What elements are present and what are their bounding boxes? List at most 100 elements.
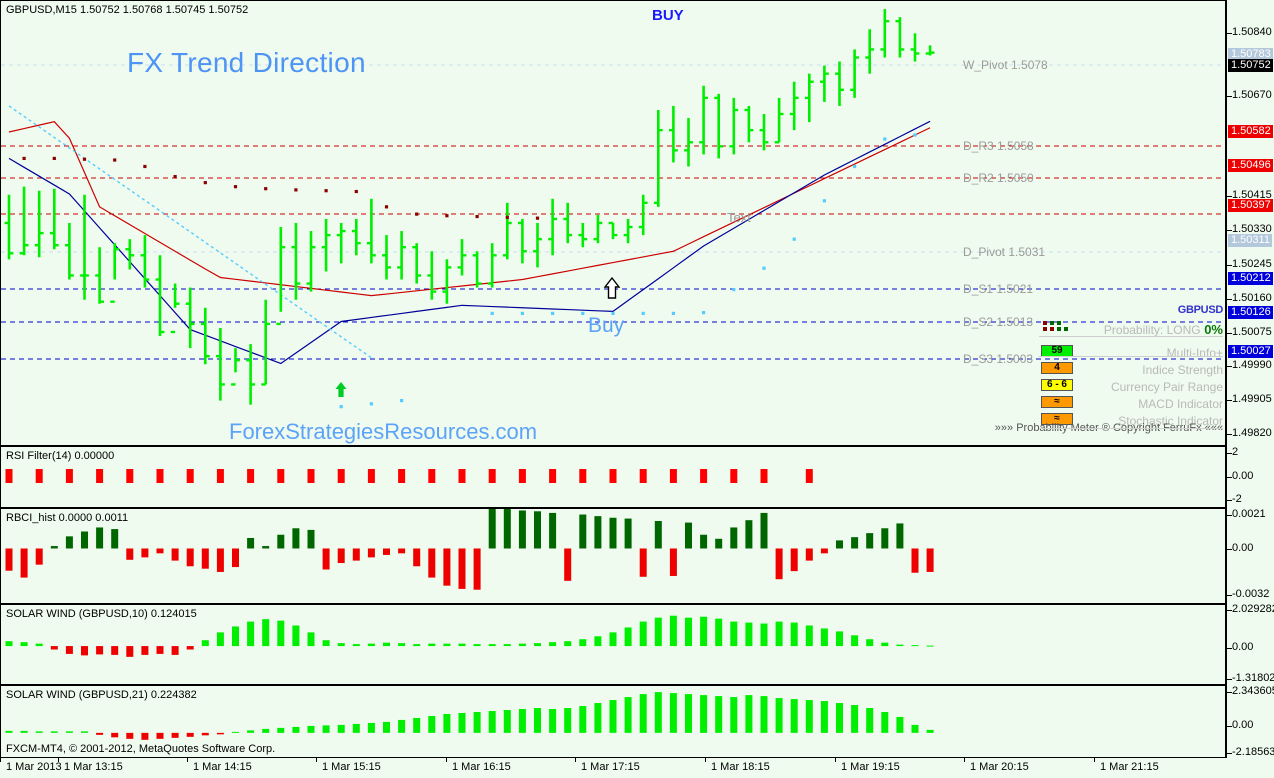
rsi-plot-area — [1, 447, 1225, 507]
price-tick-highlight: 1.50126 — [1228, 306, 1273, 319]
time-axis-label: 1 Mar 17:15 — [581, 761, 640, 773]
terminal-footer: FXCM-MT4, © 2001-2012, MetaQuotes Softwa… — [6, 743, 276, 755]
price-tick-label: 1.50840 — [1232, 26, 1272, 38]
price-tick-highlight: 1.50582 — [1228, 125, 1273, 138]
main-price-panel[interactable]: GBPUSD,M15 1.50752 1.50768 1.50745 1.507… — [0, 0, 1226, 446]
symbol-header: GBPUSD,M15 1.50752 1.50768 1.50745 1.507… — [6, 4, 249, 16]
price-tick-mark — [1226, 33, 1232, 34]
subpanel-tick-label-sw10: 0.00 — [1232, 641, 1254, 653]
subpanel-tick-mark — [1226, 595, 1232, 596]
solar-wind-21-panel[interactable]: SOLAR WIND (GBPUSD,21) 0.224382 FXCM-MT4… — [0, 685, 1226, 758]
subpanel-tick-label-rsi: 0.00 — [1232, 470, 1254, 482]
time-axis-label: 1 Mar 16:15 — [452, 761, 511, 773]
subpanel-tick-label-sw10: 2.029282 — [1232, 603, 1274, 615]
subpanel-tick-mark — [1226, 610, 1232, 611]
probability-meter-box-4: ≈ — [1041, 396, 1073, 408]
probability-meter-divider — [1039, 356, 1223, 357]
price-tick-label: 1.50330 — [1232, 223, 1272, 235]
probability-meter-label-2: Indice Strength — [1142, 363, 1223, 377]
price-scale[interactable]: 1.50840 1.50783 1.50752 1.50670 1.50582 1.504… — [1226, 0, 1274, 778]
solar-wind-10-title: SOLAR WIND (GBPUSD,10) 0.124015 — [6, 608, 197, 620]
rsi-panel-title: RSI Filter(14) 0.00000 — [6, 450, 115, 462]
subpanel-tick-label-sw21: 0.00 — [1232, 719, 1254, 731]
subpanel-tick-mark — [1226, 515, 1232, 516]
rbci-plot-area — [1, 509, 1225, 603]
subpanel-tick-mark — [1226, 648, 1232, 649]
solar-wind-10-panel[interactable]: SOLAR WIND (GBPUSD,10) 0.124015 — [0, 604, 1226, 685]
rbci-panel-title: RBCI_hist 0.0000 0.0011 — [6, 512, 129, 524]
subpanel-tick-mark — [1226, 726, 1232, 727]
solar-wind-10-svg — [5, 615, 934, 657]
subpanel-tick-mark — [1226, 500, 1232, 501]
time-axis-label: 1 Mar 13:15 — [64, 761, 123, 773]
time-axis-label: 1 Mar 20:15 — [970, 761, 1029, 773]
time-axis-label: 1 Mar 15:15 — [322, 761, 381, 773]
time-axis-separator — [964, 758, 965, 762]
solar-wind-21-plot-area — [1, 686, 1225, 757]
watermark-site: ForexStrategiesResources.com — [229, 419, 538, 444]
price-tick-label: 1.50075 — [1232, 326, 1272, 338]
buy-signal-label: BUY — [652, 7, 684, 24]
time-axis-separator — [58, 758, 59, 762]
price-tick-highlight: 1.50783 — [1228, 48, 1273, 61]
rsi-filter-panel[interactable]: RSI Filter(14) 0.00000 — [0, 446, 1226, 508]
rsi-chart-svg — [5, 469, 813, 483]
rbci-hist-panel[interactable]: RBCI_hist 0.0000 0.0011 — [0, 508, 1226, 604]
price-tick-mark — [1226, 196, 1232, 197]
watermark-title: FX Trend Direction — [127, 47, 366, 78]
chart-object-text[interactable]: Text — [727, 210, 751, 225]
time-axis-label: 1 Mar 2013 — [6, 761, 62, 773]
price-tick-highlight: 1.50496 — [1228, 159, 1273, 172]
solar-wind-21-title: SOLAR WIND (GBPUSD,21) 0.224382 — [6, 689, 197, 701]
price-tick-label: 1.50245 — [1232, 258, 1272, 270]
time-axis-label: 1 Mar 18:15 — [711, 761, 770, 773]
subpanel-tick-label-rbci: 0.00 — [1232, 542, 1254, 554]
solar-wind-10-plot-area — [1, 605, 1225, 684]
price-tick-mark — [1226, 434, 1232, 435]
price-tick-label: 1.50415 — [1232, 189, 1272, 201]
time-axis-label: 1 Mar 21:15 — [1100, 761, 1159, 773]
price-tick-mark — [1226, 400, 1232, 401]
time-axis[interactable]: 1 Mar 2013 1 Mar 13:15 1 Mar 14:15 1 Mar 15… — [0, 758, 1226, 778]
probability-meter-box-2: 4 — [1041, 362, 1073, 374]
price-tick-highlight: 1.50752 — [1228, 59, 1273, 72]
probability-meter-label-5: Stochastic Indicator — [1118, 414, 1223, 428]
time-axis-label: 1 Mar 14:15 — [193, 761, 252, 773]
price-tick-label: 1.50670 — [1232, 89, 1272, 101]
price-tick-label: 1.49990 — [1232, 359, 1272, 371]
subpanel-tick-mark — [1226, 692, 1232, 693]
price-chart-svg — [1, 9, 1225, 409]
time-axis-separator — [316, 758, 317, 762]
time-axis-separator — [575, 758, 576, 762]
probability-meter-label-3: Currency Pair Range — [1110, 380, 1223, 394]
time-axis-separator — [187, 758, 188, 762]
price-tick-mark — [1226, 230, 1232, 231]
subpanel-tick-label-sw21: -2.185633 — [1232, 746, 1274, 758]
probability-meter-label-0: Probability: LONG 0% — [1103, 322, 1223, 337]
subpanel-tick-mark — [1226, 477, 1232, 478]
subpanel-tick-mark — [1226, 753, 1232, 754]
subpanel-tick-label-sw21: 2.343605 — [1232, 685, 1274, 697]
subpanel-tick-label-rbci: 0.0021 — [1232, 508, 1266, 520]
subpanel-tick-label-sw10: -1.318023 — [1232, 672, 1274, 684]
pivot-label-w_pivot: W_Pivot 1.5078 — [963, 58, 1048, 72]
pivot-label-d_r2: D_R2 1.5050 — [963, 171, 1034, 185]
probability-meter-label-1: Multi-Info+ — [1166, 346, 1223, 360]
price-tick-mark — [1226, 96, 1232, 97]
time-axis-separator — [446, 758, 447, 762]
pivot-label-d_s2: D_S2 1.5013 — [963, 315, 1034, 329]
probability-value: 0% — [1200, 322, 1223, 337]
probability-meter-box-0 — [1041, 321, 1073, 333]
price-tick-highlight: 1.50397 — [1228, 199, 1273, 212]
price-tick-highlight: 1.50311 — [1228, 234, 1272, 247]
subpanel-tick-mark — [1226, 549, 1232, 550]
probability-meter-label-4: MACD Indicator — [1138, 397, 1223, 411]
price-tick-label: 1.50160 — [1232, 292, 1272, 304]
subpanel-tick-label-rbci: -0.0032 — [1232, 588, 1270, 600]
probability-meter-panel[interactable]: GBPUSD Probability: LONG 0% Multi-Info+ 59… — [995, 304, 1225, 434]
probability-meter-box-5: ≈ — [1041, 413, 1073, 425]
probability-meter-box-3: 6 - 6 — [1041, 379, 1073, 391]
subpanel-tick-label-rsi: -2 — [1232, 493, 1242, 505]
rbci-chart-svg — [5, 509, 934, 590]
